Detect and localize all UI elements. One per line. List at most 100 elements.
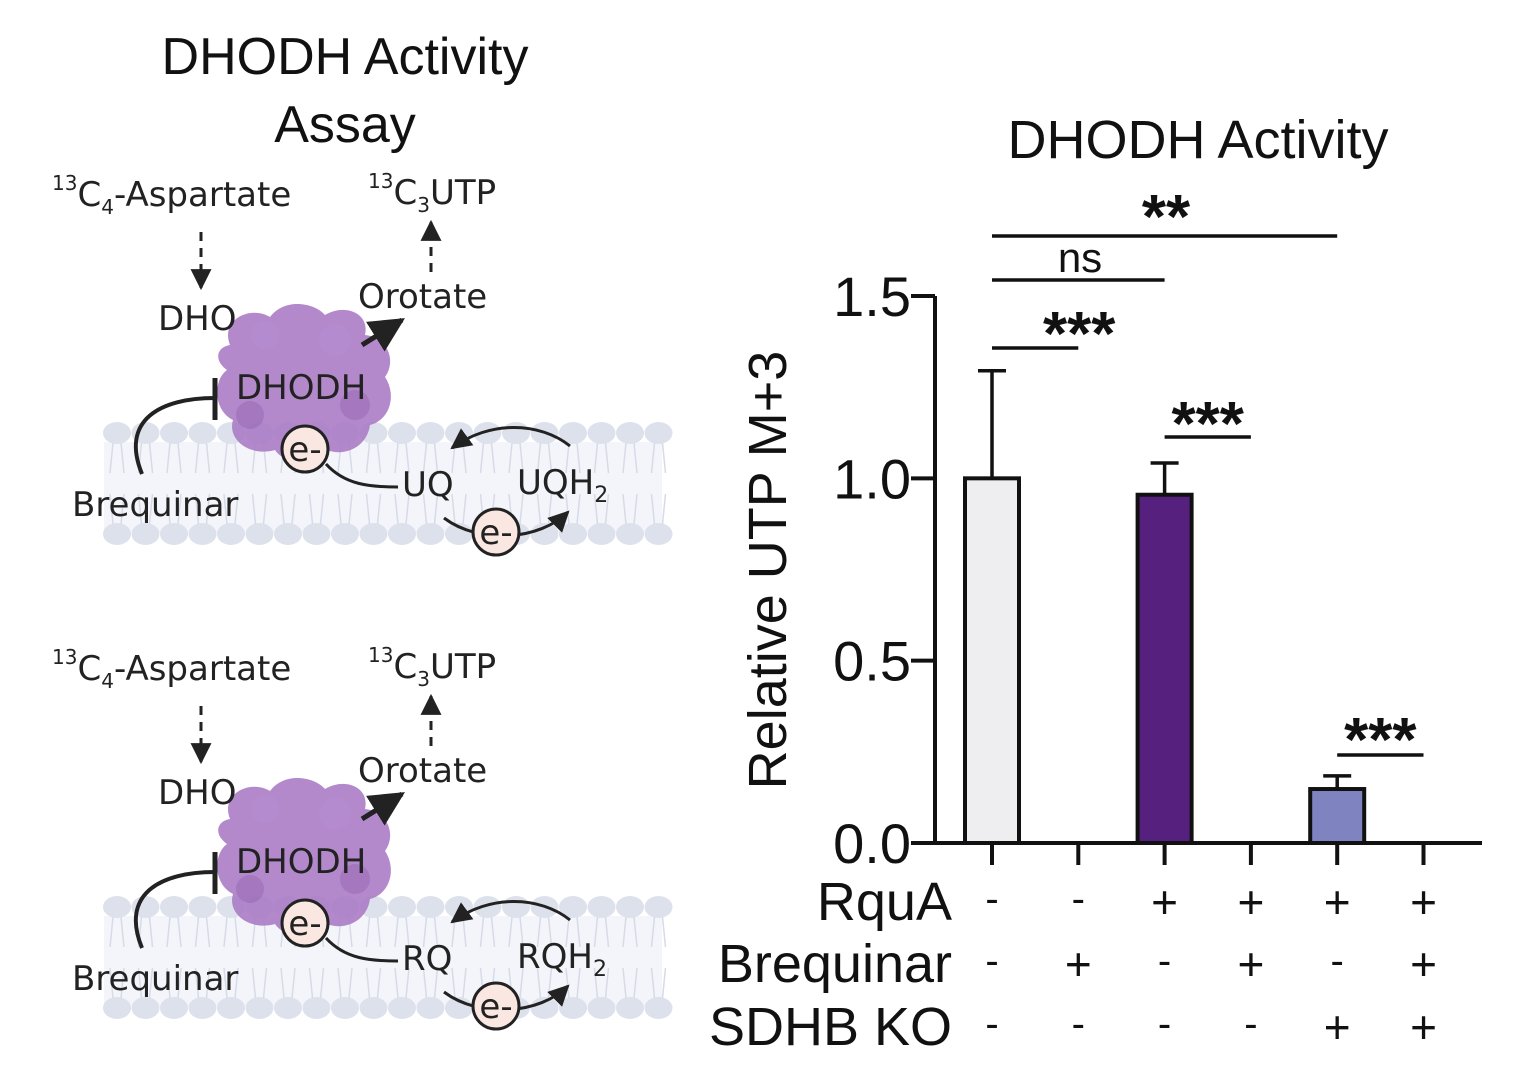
lipid-tail bbox=[194, 916, 211, 948]
orotate-label: Orotate bbox=[358, 277, 487, 317]
y-axis-label: Relative UTP M+3 bbox=[738, 351, 798, 790]
lipid-tail bbox=[508, 916, 524, 948]
lipid-head bbox=[644, 422, 673, 444]
schematic: DHODH Activity Assay bbox=[162, 28, 529, 154]
lipid-head bbox=[416, 523, 445, 545]
lipid-head bbox=[188, 422, 217, 444]
lipid-tail bbox=[479, 442, 496, 474]
lipid-head bbox=[103, 896, 131, 918]
condition-symbol: + bbox=[1410, 1001, 1437, 1053]
lipid-head bbox=[559, 422, 587, 444]
condition-symbol: - bbox=[1072, 1002, 1085, 1046]
enzyme-electron-label: e- bbox=[288, 430, 321, 470]
lipid-head bbox=[502, 422, 530, 444]
brequinar-inhibition-line bbox=[134, 396, 216, 475]
significance-label: *** bbox=[1043, 300, 1116, 369]
lipid-head bbox=[217, 523, 245, 545]
schematic-title-line1: DHODH Activity bbox=[162, 28, 529, 86]
lipid-tail bbox=[137, 493, 154, 525]
lipid-head bbox=[587, 523, 616, 545]
lipid-head bbox=[160, 422, 188, 444]
lipid-tail bbox=[223, 493, 239, 525]
significance-label: ns bbox=[1058, 234, 1102, 281]
quinone-label: UQ bbox=[402, 465, 454, 505]
lipid-tail bbox=[394, 916, 410, 948]
lipid-head bbox=[559, 896, 587, 918]
lipid-tail bbox=[308, 967, 325, 999]
lipid-tail bbox=[565, 442, 581, 474]
enzyme-electron bbox=[280, 898, 330, 948]
lipid-tail bbox=[365, 493, 382, 525]
lipid-tail bbox=[109, 442, 125, 474]
lipid-head bbox=[245, 997, 274, 1019]
lipid-tail bbox=[166, 442, 182, 474]
lipid-head bbox=[160, 523, 188, 545]
lipid-tail bbox=[422, 916, 439, 948]
lipid-head bbox=[217, 997, 245, 1019]
condition-symbol: + bbox=[1237, 938, 1264, 990]
lipid-head bbox=[331, 997, 359, 1019]
lipid-tail bbox=[166, 916, 182, 948]
quinol-to-quinone-arrow bbox=[450, 900, 571, 924]
lipid-head bbox=[416, 896, 445, 918]
lipid-head bbox=[188, 523, 217, 545]
y-tick-label: 1.0 bbox=[833, 447, 911, 510]
lipid-tail bbox=[508, 442, 524, 474]
lipid-tail bbox=[337, 967, 353, 999]
enzyme-electron bbox=[280, 424, 330, 474]
significance-label: *** bbox=[1172, 390, 1245, 459]
condition-symbol: - bbox=[1244, 1002, 1257, 1046]
lipid-tail bbox=[536, 442, 553, 474]
lipid-head bbox=[473, 422, 502, 444]
lipid-tail bbox=[280, 967, 296, 999]
dhodh-to-orotate-arrow bbox=[360, 317, 405, 352]
lipid-head bbox=[388, 523, 416, 545]
lipid-head bbox=[445, 422, 473, 444]
quinol-to-quinone-arrow bbox=[450, 426, 571, 450]
bar bbox=[1308, 787, 1367, 846]
lipid-tail bbox=[422, 967, 439, 999]
lipid-head bbox=[103, 997, 131, 1019]
dhodh-to-orotate-arrow bbox=[360, 791, 405, 826]
dhodh-label: DHODH bbox=[236, 842, 366, 882]
lipid-head bbox=[388, 422, 416, 444]
lipid-tail bbox=[479, 916, 496, 948]
y-tick-label: 1.5 bbox=[833, 265, 911, 328]
dho-label: DHO bbox=[158, 299, 237, 339]
lipid-head bbox=[616, 422, 644, 444]
lipid-tail bbox=[194, 493, 211, 525]
bar bbox=[1135, 492, 1194, 845]
condition-row-label: SDHB KO bbox=[709, 997, 952, 1057]
lipid-tail bbox=[565, 916, 581, 948]
condition-symbol: + bbox=[1324, 1001, 1351, 1053]
lipid-tail bbox=[622, 442, 638, 474]
lipid-tail bbox=[622, 916, 638, 948]
lipid-tail bbox=[650, 442, 667, 474]
lipid-head bbox=[302, 523, 331, 545]
lipid-head bbox=[359, 523, 388, 545]
condition-symbol: - bbox=[985, 877, 998, 921]
lipid-tail bbox=[422, 442, 439, 474]
utp-label: 13C3UTP bbox=[368, 643, 496, 691]
condition-symbol: + bbox=[1324, 876, 1351, 928]
electron-to-quinone-line bbox=[324, 462, 399, 489]
lipid-tail bbox=[593, 442, 610, 474]
brequinar-inhibition-line bbox=[134, 870, 216, 949]
membrane-heads bbox=[103, 422, 673, 545]
lipid-tail bbox=[622, 967, 638, 999]
lipid-head bbox=[644, 997, 673, 1019]
lipid-head bbox=[359, 997, 388, 1019]
lipid-head bbox=[587, 422, 616, 444]
membrane bbox=[103, 422, 673, 545]
lipid-tail bbox=[451, 967, 467, 999]
lipid-tail bbox=[280, 493, 296, 525]
condition-symbol: - bbox=[985, 1002, 998, 1046]
aspartate-label: 13C4-Aspartate bbox=[52, 645, 291, 693]
lipid-head bbox=[616, 997, 644, 1019]
orotate-label: Orotate bbox=[358, 751, 487, 791]
aspartate-label: 13C4-Aspartate bbox=[52, 171, 291, 219]
condition-symbol: + bbox=[1151, 876, 1178, 928]
condition-symbol: - bbox=[1158, 939, 1171, 983]
membrane-electron bbox=[471, 507, 521, 557]
